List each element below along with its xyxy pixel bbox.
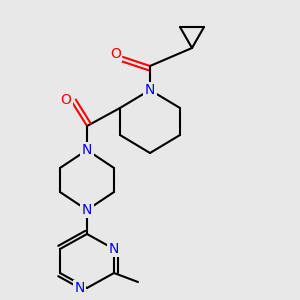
Text: N: N (74, 281, 85, 295)
Text: N: N (109, 242, 119, 256)
Text: N: N (145, 83, 155, 97)
Text: O: O (61, 94, 71, 107)
Text: N: N (82, 143, 92, 157)
Text: N: N (82, 203, 92, 217)
Text: O: O (110, 47, 121, 61)
